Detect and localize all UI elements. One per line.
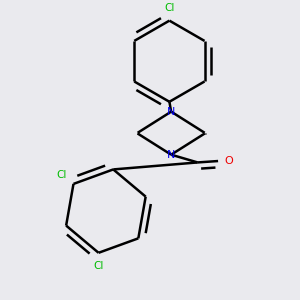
Text: Cl: Cl [93, 261, 104, 271]
Text: N: N [167, 106, 176, 117]
Text: Cl: Cl [164, 3, 175, 13]
Text: N: N [167, 150, 176, 160]
Text: O: O [224, 156, 233, 166]
Text: Cl: Cl [57, 170, 67, 180]
